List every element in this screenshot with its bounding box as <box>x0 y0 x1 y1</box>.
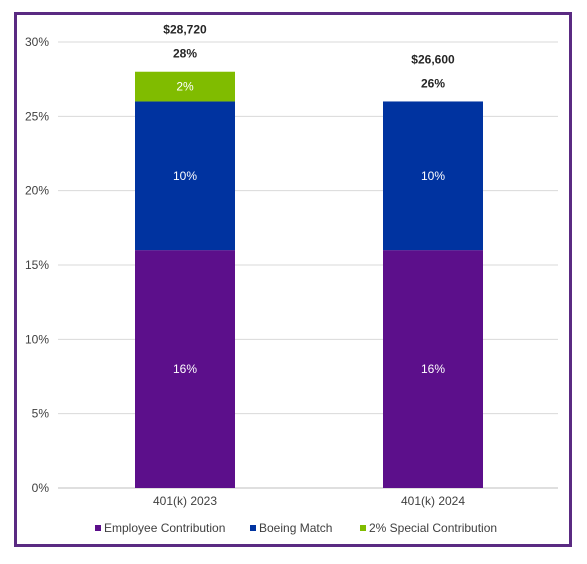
y-tick-label: 5% <box>32 407 50 421</box>
bar-total-amount: $28,720 <box>163 23 207 37</box>
x-axis-labels: 401(k) 2023 401(k) 2024 <box>153 494 465 508</box>
bar-segment-label: 10% <box>421 169 445 183</box>
bar-segment-label: 2% <box>176 80 194 94</box>
legend-swatch <box>250 525 256 531</box>
bar-segment <box>135 250 235 488</box>
bar-segment <box>383 250 483 488</box>
legend: Employee Contribution Boeing Match 2% Spec… <box>95 521 497 535</box>
legend-label: 2% Special Contribution <box>369 521 497 535</box>
legend-swatch <box>360 525 366 531</box>
y-tick-label: 15% <box>25 258 49 272</box>
bar-total-percent: 28% <box>173 47 197 61</box>
bar-segment-label: 16% <box>421 362 445 376</box>
y-tick-label: 0% <box>32 481 50 495</box>
bars: 16% 10% 2% 28% $28,720 16% 10% 26% $26,600 <box>135 23 483 488</box>
y-axis-ticks: 0% 5% 10% 15% 20% 25% 30% <box>25 35 49 495</box>
bar-segment <box>383 101 483 251</box>
legend-swatch <box>95 525 101 531</box>
y-tick-label: 20% <box>25 184 49 198</box>
x-tick-label: 401(k) 2024 <box>401 494 465 508</box>
bar-segment <box>135 101 235 251</box>
bar-segment <box>135 71 235 102</box>
x-tick-label: 401(k) 2023 <box>153 494 217 508</box>
bar-total-percent: 26% <box>421 76 445 90</box>
legend-label: Boeing Match <box>259 521 332 535</box>
bar-total-amount: $26,600 <box>411 52 455 66</box>
bar-segment-label: 16% <box>173 362 197 376</box>
y-tick-label: 10% <box>25 332 49 346</box>
y-tick-label: 30% <box>25 35 49 49</box>
y-tick-label: 25% <box>25 109 49 123</box>
chart-frame <box>14 12 572 547</box>
bar-segment-label: 10% <box>173 169 197 183</box>
legend-label: Employee Contribution <box>104 521 225 535</box>
